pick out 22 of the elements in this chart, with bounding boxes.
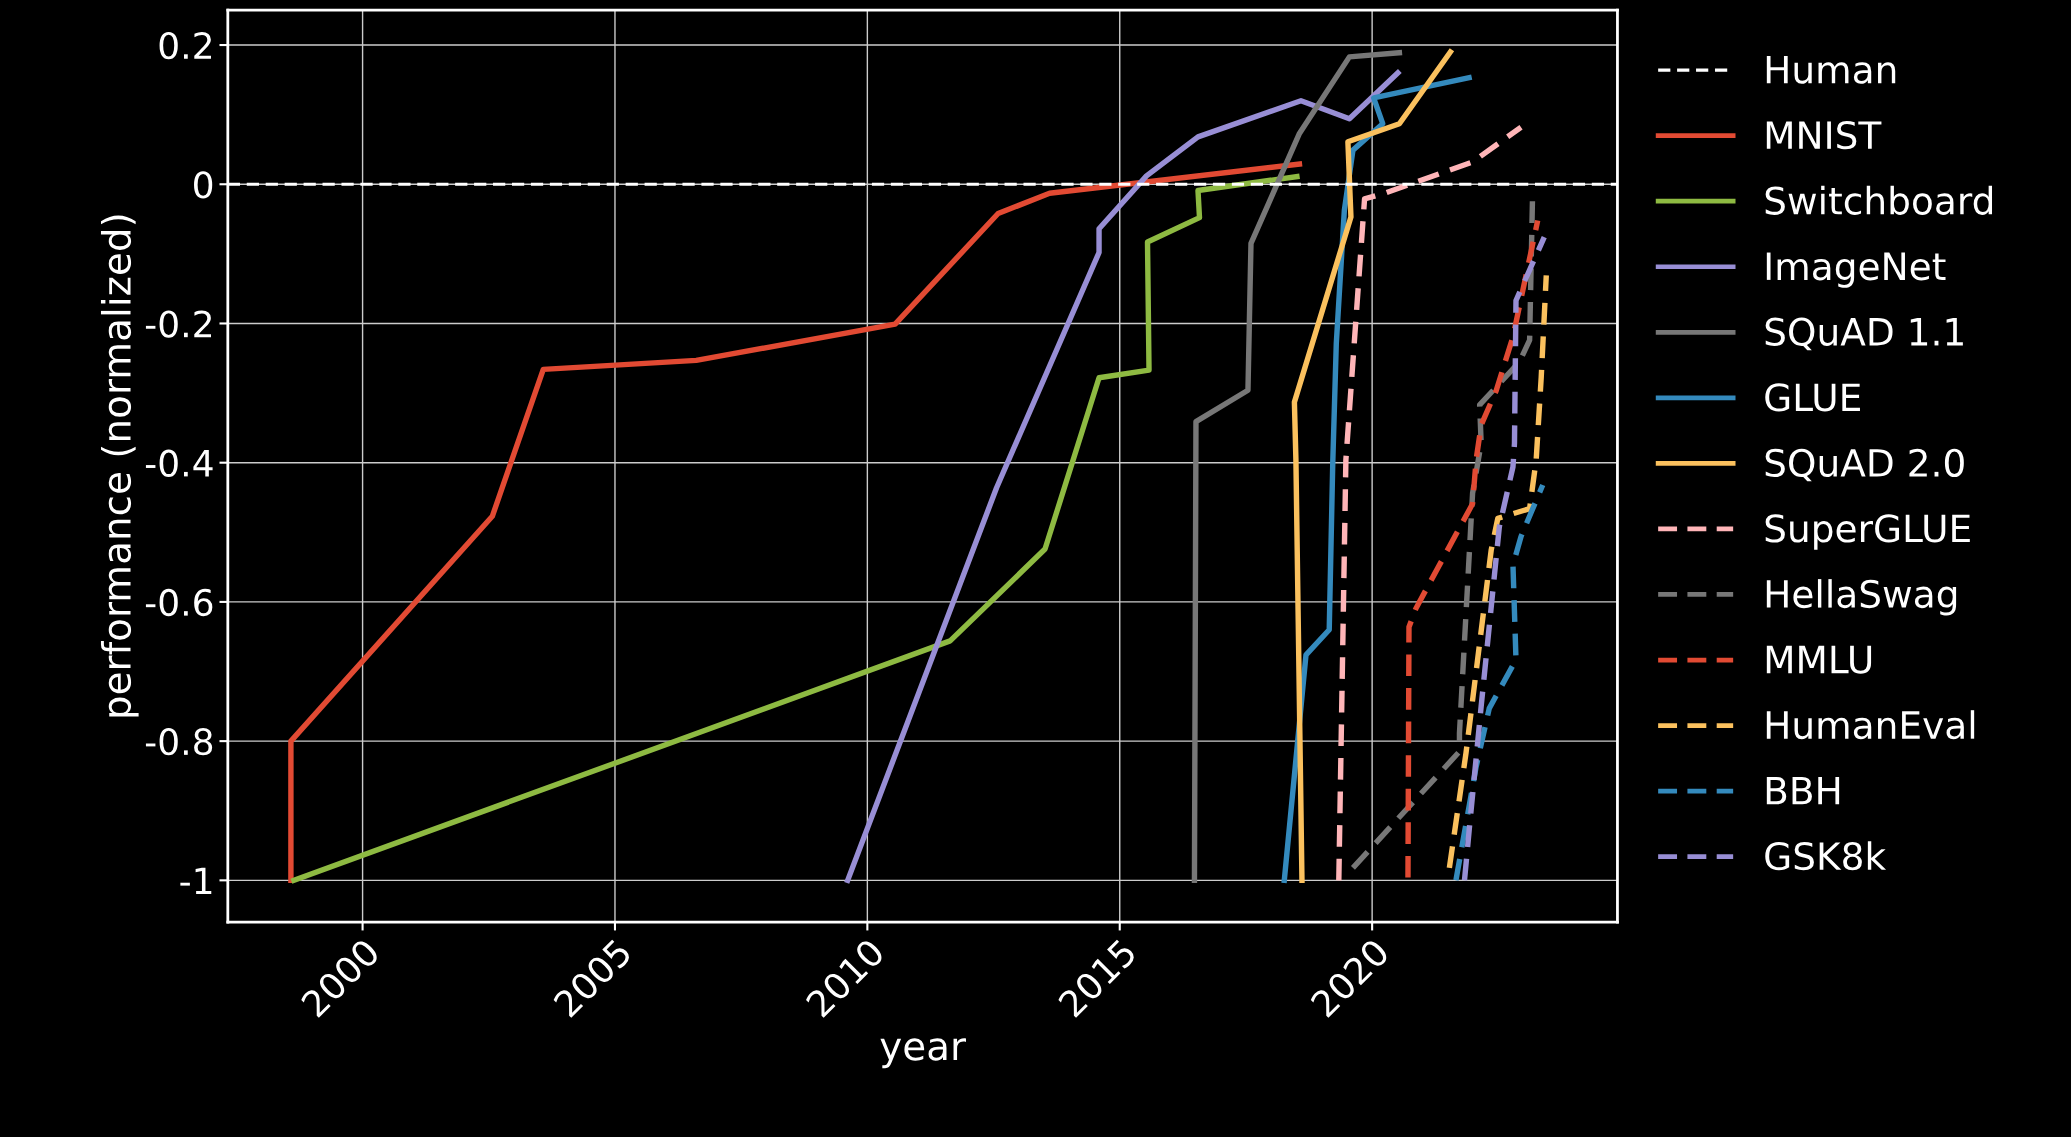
legend-label: MMLU [1766, 645, 1872, 674]
legend-label: SQuAD 2.0 [1765, 448, 1964, 482]
legend-label: HellaSwag [1766, 579, 1957, 616]
y-tick-label: 0 [194, 171, 213, 199]
legend-label: SQuAD 1.1 [1765, 317, 1963, 351]
y-tick-label: -0.4 [145, 449, 213, 477]
y-tick-label: -1 [180, 867, 212, 895]
y-tick-label: -0.8 [145, 728, 213, 756]
legend-label: HumanEval [1766, 710, 1975, 740]
y-tick-label: 0.2 [159, 31, 211, 60]
legend-label: BBH [1766, 776, 1840, 805]
legend-label: Switchboard [1765, 185, 1993, 215]
x-axis-title: year [880, 1038, 967, 1069]
legend-label: SuperGLUE [1765, 514, 1970, 550]
legend-label: ImageNet [1766, 252, 1946, 288]
legend-label: GLUE [1765, 383, 1860, 412]
y-axis-title: performance (normalized) [100, 215, 139, 717]
y-tick-label: -0.6 [145, 588, 213, 617]
legend-label: GSK8k [1765, 841, 1887, 871]
legend-label: Human [1766, 55, 1896, 84]
y-tick-label: -0.2 [145, 310, 211, 338]
legend-label: MNIST [1766, 120, 1882, 150]
